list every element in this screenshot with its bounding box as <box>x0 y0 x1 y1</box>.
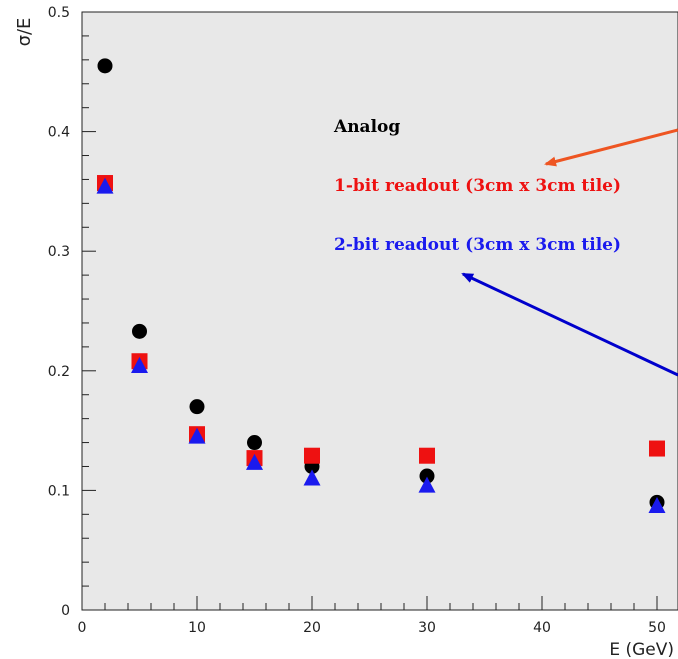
data-marks <box>96 58 666 513</box>
point-triangle <box>303 469 321 486</box>
blue-arrow <box>461 272 678 377</box>
point-circle <box>132 323 147 339</box>
y-tick-label: 0 <box>61 603 70 619</box>
point-circle <box>97 58 113 74</box>
point-square <box>649 440 665 457</box>
legend-analog: Analog <box>333 117 400 137</box>
point-triangle <box>96 177 114 194</box>
point-square <box>304 447 320 464</box>
point-circle <box>419 468 435 484</box>
x-tick-label: 50 <box>648 620 666 636</box>
point-triangle <box>648 496 666 513</box>
legend-1bit: 1-bit readout (3cm x 3cm tile) <box>334 176 621 196</box>
series-2 <box>96 177 666 513</box>
y-tick-label: 0.1 <box>48 483 70 499</box>
point-triangle <box>418 476 436 493</box>
x-tick-label: 20 <box>303 620 321 636</box>
point-circle <box>189 399 205 415</box>
y-tick-label: 0.3 <box>48 244 70 260</box>
legend-2bit: 2-bit readout (3cm x 3cm tile) <box>334 235 621 255</box>
point-square <box>419 447 435 464</box>
y-tick-label: 0.2 <box>48 364 70 380</box>
point-triangle <box>246 453 263 470</box>
y-axis-label: σ/E <box>14 18 35 47</box>
x-axis-label: E (GeV) <box>609 640 674 659</box>
x-tick-label: 40 <box>533 620 551 636</box>
axes: 0 10 20 30 40 50 0 0.1 0.2 0.3 0.4 0.5 <box>48 5 666 636</box>
plot-area <box>81 11 678 611</box>
x-tick-label: 30 <box>418 620 436 636</box>
point-triangle <box>131 357 148 374</box>
red-arrow <box>544 128 678 167</box>
y-tick-label: 0.4 <box>48 125 70 141</box>
y-tick-label: 0.5 <box>48 5 70 21</box>
x-tick-label: 10 <box>188 620 206 636</box>
point-circle <box>247 435 262 451</box>
point-triangle <box>188 427 206 444</box>
x-tick-label: 0 <box>78 620 87 636</box>
